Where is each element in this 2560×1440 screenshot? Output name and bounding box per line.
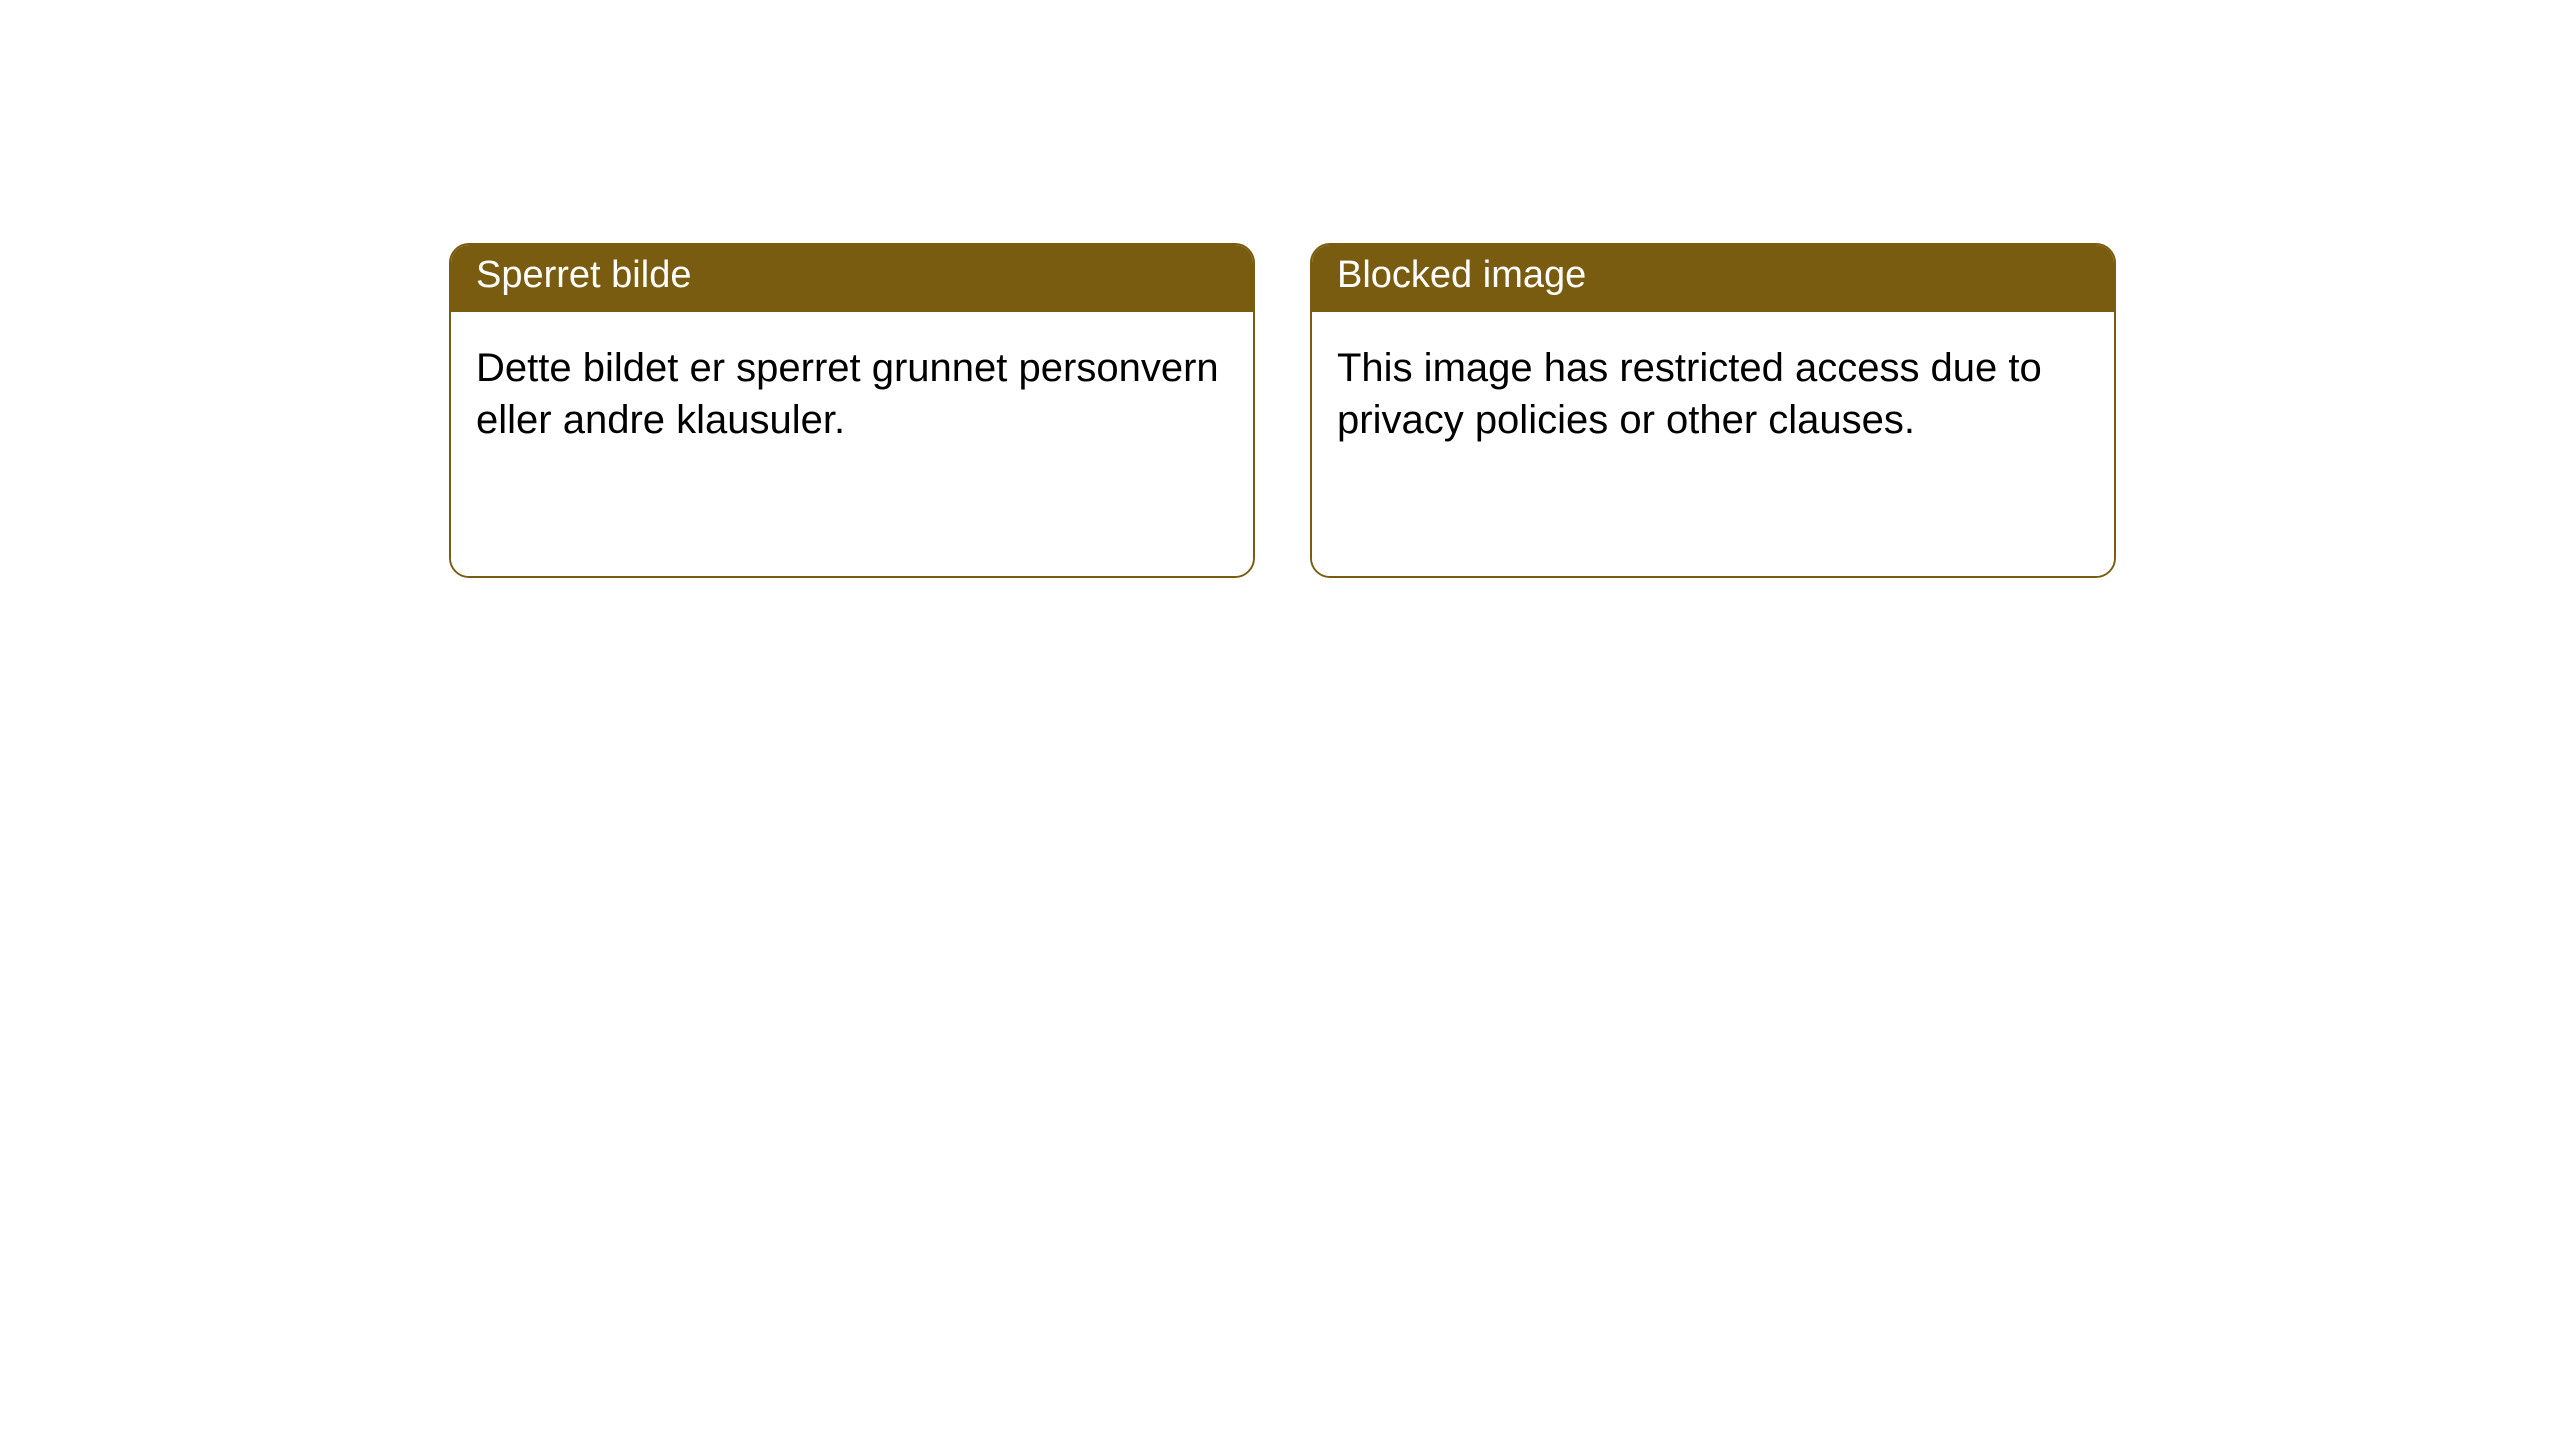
card-blocked-image: Blocked image This image has restricted … <box>1310 243 2116 578</box>
card-container: Sperret bilde Dette bildet er sperret gr… <box>0 0 2560 578</box>
card-header-no: Sperret bilde <box>451 245 1253 312</box>
card-body-no: Dette bildet er sperret grunnet personve… <box>451 312 1253 576</box>
card-sperret-bilde: Sperret bilde Dette bildet er sperret gr… <box>449 243 1255 578</box>
card-header-en: Blocked image <box>1312 245 2114 312</box>
card-body-en: This image has restricted access due to … <box>1312 312 2114 576</box>
